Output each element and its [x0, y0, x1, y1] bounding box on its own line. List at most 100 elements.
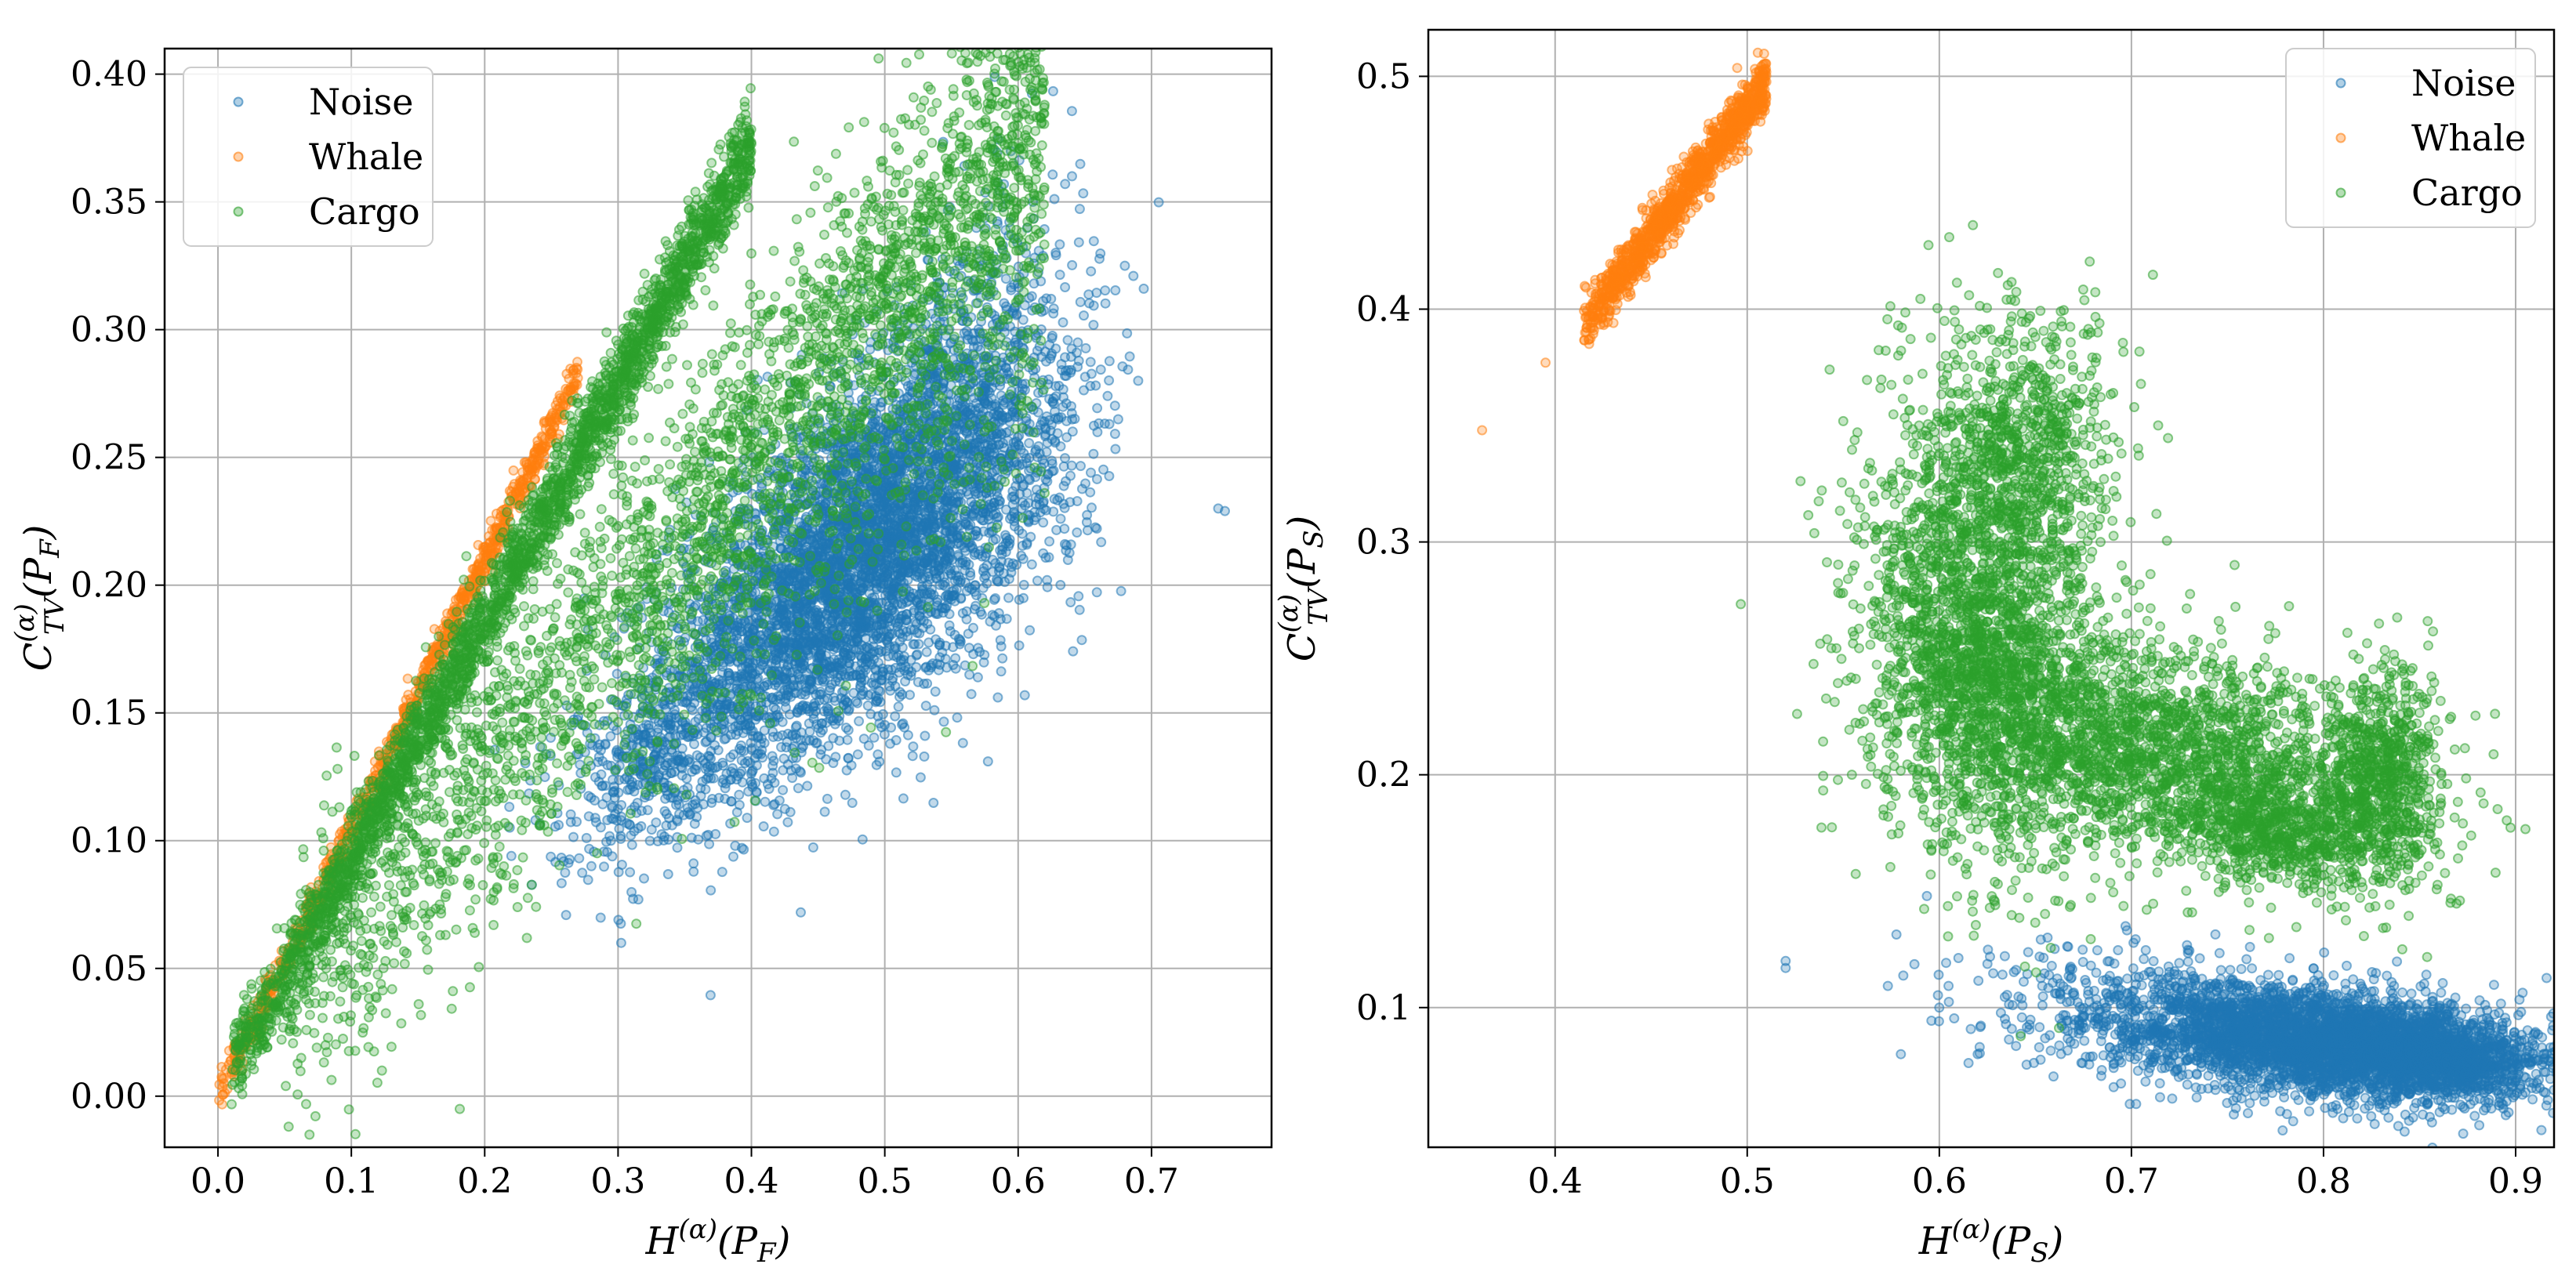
data-point — [874, 756, 885, 767]
data-point — [876, 675, 887, 686]
data-point — [798, 741, 808, 752]
data-point — [900, 676, 911, 686]
data-point — [778, 753, 789, 764]
data-point — [1049, 194, 1060, 205]
data-point — [769, 616, 780, 627]
data-point — [778, 784, 789, 795]
data-point — [866, 677, 877, 688]
data-point — [881, 596, 892, 607]
data-point — [929, 705, 940, 715]
data-point — [728, 851, 738, 862]
data-point — [847, 798, 858, 808]
data-point — [1019, 690, 1030, 701]
data-point — [823, 640, 834, 651]
data-point — [768, 826, 779, 837]
data-point — [899, 665, 910, 676]
data-point — [1078, 188, 1089, 199]
data-point — [807, 842, 818, 853]
data-point — [919, 751, 930, 762]
data-point — [1047, 85, 1058, 96]
data-point — [760, 796, 771, 807]
data-point — [758, 821, 769, 831]
data-point — [793, 783, 804, 794]
data-point — [931, 409, 942, 420]
data-point — [938, 716, 949, 727]
data-point — [898, 718, 909, 729]
data-point — [934, 637, 945, 648]
data-point — [876, 722, 887, 733]
data-point — [808, 701, 819, 712]
data-point — [704, 839, 715, 849]
data-point — [891, 576, 902, 587]
data-point — [1074, 204, 1085, 215]
data-point — [928, 798, 939, 808]
data-point — [854, 624, 865, 635]
data-point — [898, 793, 909, 804]
data-point — [880, 646, 891, 657]
data-point — [920, 730, 931, 741]
data-point — [769, 799, 780, 810]
data-point — [717, 867, 727, 878]
data-point — [952, 712, 963, 723]
data-point — [813, 723, 824, 733]
data-point — [1066, 106, 1077, 117]
data-point — [902, 730, 913, 741]
data-point — [852, 634, 863, 645]
data-point — [815, 686, 826, 697]
data-point — [1060, 179, 1071, 190]
data-point — [845, 651, 856, 662]
data-point — [857, 834, 868, 845]
data-point — [1075, 158, 1086, 169]
data-point — [1073, 237, 1084, 248]
data-point — [966, 689, 977, 700]
data-point — [902, 631, 913, 642]
data-point — [897, 642, 908, 653]
data-point — [857, 553, 868, 563]
data-point — [662, 869, 673, 879]
data-point — [791, 720, 802, 731]
data-point — [777, 730, 788, 741]
data-point — [1123, 364, 1134, 375]
data-point — [1080, 478, 1090, 489]
data-point — [923, 637, 934, 648]
data-point — [890, 711, 901, 722]
data-point — [785, 806, 796, 817]
data-point — [836, 621, 847, 632]
data-point — [1050, 248, 1061, 259]
data-point — [1102, 390, 1113, 401]
data-point — [1003, 592, 1014, 603]
data-point — [938, 579, 949, 590]
data-point — [857, 689, 868, 700]
data-point — [1054, 239, 1065, 250]
data-point — [1086, 266, 1097, 277]
data-point — [852, 749, 863, 760]
data-point — [897, 599, 908, 610]
series-noise — [489, 71, 1230, 1001]
data-point — [772, 709, 783, 720]
left-points — [214, 49, 1230, 1140]
data-point — [1153, 197, 1164, 208]
data-point — [909, 639, 920, 650]
data-point — [921, 647, 932, 657]
data-point — [921, 661, 932, 672]
data-point — [759, 773, 770, 784]
data-point — [854, 669, 865, 680]
left-chart: 0.0 0.1 0.2 0.3 0.4 0.5 0.6 0.7 0.000.050.100.1… — [9, 47, 1273, 1269]
data-point — [804, 718, 815, 729]
data-point — [873, 628, 883, 639]
data-point — [812, 530, 823, 541]
data-point — [887, 447, 898, 458]
data-point — [804, 726, 815, 737]
data-point — [742, 813, 753, 824]
data-point — [840, 723, 851, 733]
data-point — [1104, 375, 1115, 386]
data-point — [882, 548, 893, 559]
data-point — [919, 679, 930, 689]
data-point — [914, 628, 925, 639]
data-point — [893, 701, 904, 712]
data-point — [1023, 498, 1034, 509]
data-point — [1059, 523, 1070, 534]
data-point — [862, 700, 873, 711]
data-point — [1000, 273, 1011, 284]
data-point — [847, 671, 858, 682]
